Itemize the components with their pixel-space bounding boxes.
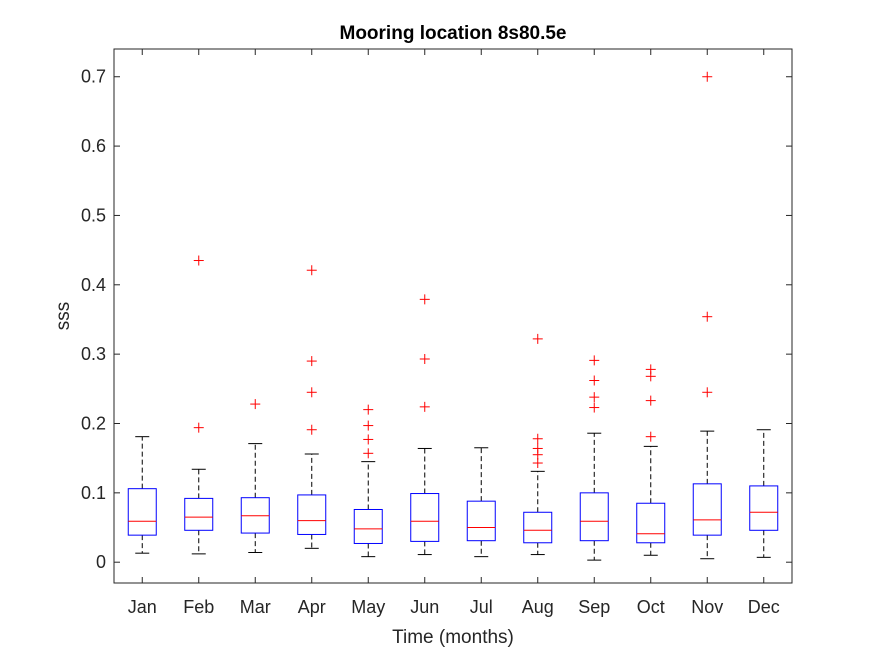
box-mar [240,399,270,553]
outlier-point [589,392,600,403]
outlier-point [193,422,204,433]
outlier-point [532,433,543,444]
y-tick-label: 0.2 [81,413,106,433]
outlier-point [363,420,374,431]
x-tick-label: Sep [578,597,610,617]
x-tick-label: Mar [240,597,271,617]
y-tick-label: 0.6 [81,136,106,156]
y-tick-label: 0.7 [81,67,106,87]
outlier-point [645,431,656,442]
x-axis-label: Time (months) [392,627,514,648]
outlier-point [363,434,374,445]
outlier-point [306,265,317,276]
y-axis: 0 0.1 0.2 0.3 0.4 0.5 0.6 0.7 [81,67,792,572]
outlier-point [363,404,374,415]
x-tick-label: Apr [298,597,326,617]
y-tick-label: 0.5 [81,205,106,225]
box-dec [749,429,779,558]
x-tick-label: Jan [128,597,157,617]
iqr-box [410,493,440,542]
x-tick-label: May [351,597,385,617]
plot-area [114,49,792,583]
outlier-point [306,356,317,367]
iqr-box [466,500,496,542]
x-tick-label: Dec [748,597,780,617]
iqr-box [692,483,722,536]
x-tick-label: Oct [637,597,665,617]
outlier-point [250,399,261,410]
box-apr [297,265,327,549]
y-tick-label: 0.3 [81,344,106,364]
x-tick-label: Jul [470,597,493,617]
outlier-point [419,294,430,305]
box-may [353,404,383,558]
outlier-point [589,375,600,386]
x-tick-label: Nov [691,597,723,617]
y-tick-label: 0.1 [81,483,106,503]
iqr-box [297,494,327,535]
outlier-point [702,387,713,398]
x-tick-label: Aug [522,597,554,617]
box-oct [636,364,666,556]
outlier-point [702,311,713,322]
box-aug [523,333,553,556]
box-sep [579,355,609,561]
box-nov [692,71,722,560]
outlier-point [645,395,656,406]
box-jul [466,447,496,558]
x-axis: Jan Feb Mar Apr May Jun Jul Aug Sep Oct Nov Dec [128,49,780,617]
outlier-point [193,255,204,266]
iqr-box [184,497,214,531]
iqr-box [749,485,779,531]
outlier-point [645,364,656,375]
axes-frame [113,48,793,584]
x-tick-label: Feb [183,597,214,617]
outlier-point [589,402,600,413]
box-jun [410,294,440,556]
boxplot-series [127,71,779,561]
iqr-box [127,488,157,536]
outlier-point [306,424,317,435]
outlier-point [419,353,430,364]
box-feb [184,255,214,555]
chart-title: Mooring location 8s80.5e [340,23,567,44]
iqr-box [579,492,609,542]
outlier-point [532,333,543,344]
outlier-point [589,355,600,366]
iqr-box [636,502,666,544]
y-axis-label: sss [53,302,74,331]
x-tick-label: Jun [410,597,439,617]
outlier-point [419,401,430,412]
outlier-point [306,387,317,398]
outlier-point [532,443,543,454]
iqr-box [523,511,553,544]
outlier-point [702,71,713,82]
outlier-point [363,448,374,459]
iqr-box [353,508,383,544]
box-jan [127,436,157,554]
y-tick-label: 0 [96,552,106,572]
y-tick-label: 0.4 [81,275,106,295]
